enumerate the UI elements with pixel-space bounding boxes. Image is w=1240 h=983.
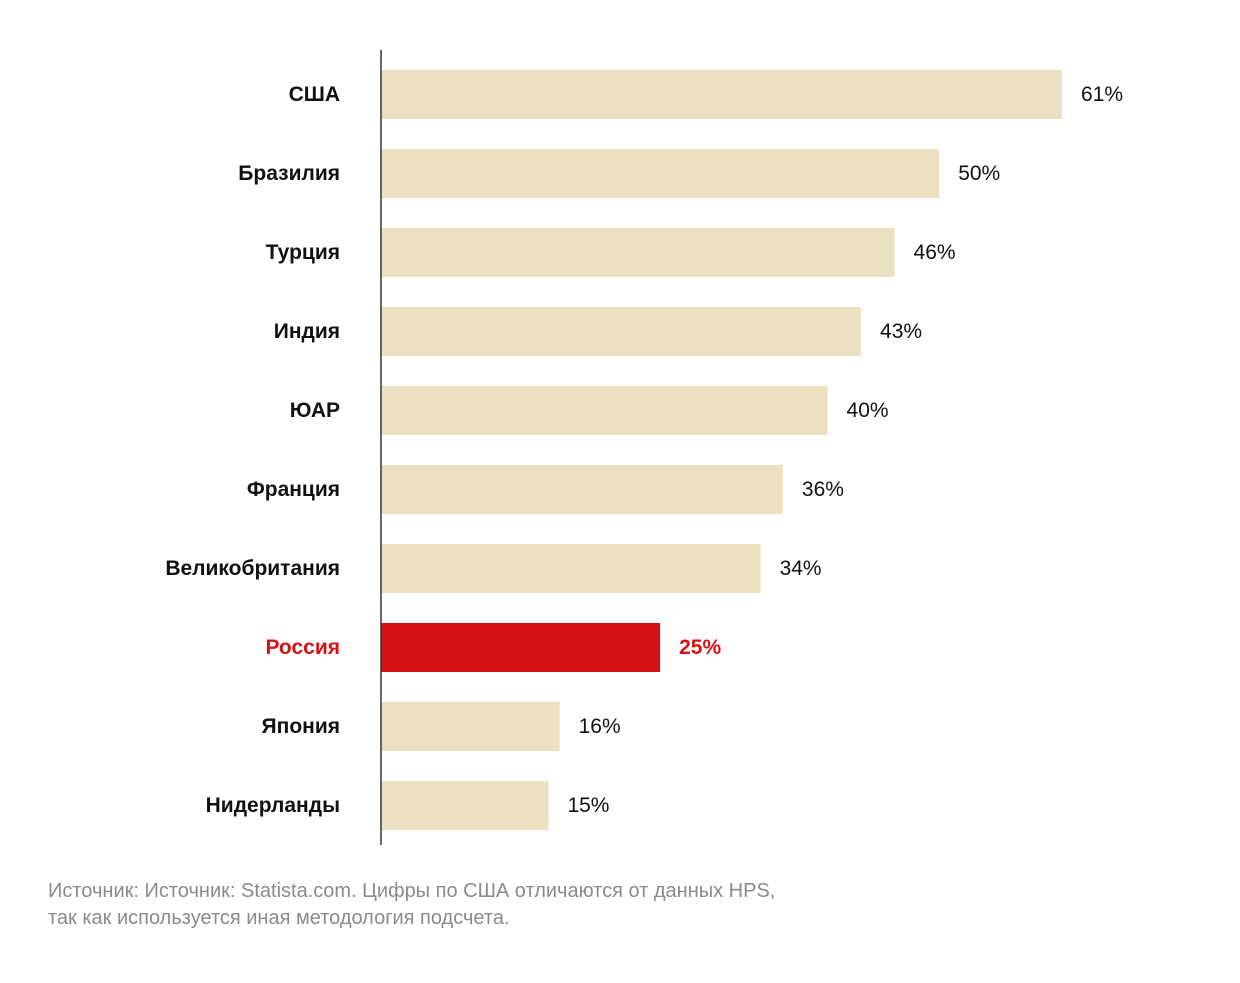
value-label-2: 46% <box>914 241 956 264</box>
bar-1 <box>381 149 940 198</box>
value-label-4: 40% <box>847 399 889 422</box>
source-note: Источник: Источник: Statista.com. Цифры … <box>48 878 1148 932</box>
bar-chart: США Бразилия Турция Индия ЮАР Франция Великобр… <box>165 50 1123 845</box>
category-label-5: Франция <box>247 478 340 501</box>
category-label-0: США <box>289 83 340 106</box>
value-labels-group: 61% 50% 46% 43% 40% 36% 34% 25% 16% 15% <box>567 83 1123 817</box>
value-label-8: 16% <box>579 715 621 738</box>
value-label-3: 43% <box>880 320 922 343</box>
bar-6 <box>381 544 761 593</box>
bar-8 <box>381 702 560 751</box>
category-label-4: ЮАР <box>290 399 340 422</box>
value-label-9: 15% <box>567 794 609 817</box>
bar-3 <box>381 307 862 356</box>
bars-group <box>381 70 1062 830</box>
value-label-1: 50% <box>958 162 1000 185</box>
value-label-6: 34% <box>780 557 822 580</box>
bar-0 <box>381 70 1062 119</box>
value-label-0: 61% <box>1081 83 1123 106</box>
source-line-2: так как используется иная методология по… <box>48 907 510 929</box>
source-line-1: Источник: Источник: Statista.com. Цифры … <box>48 880 776 902</box>
bar-7 <box>381 623 661 672</box>
bar-2 <box>381 228 895 277</box>
bar-5 <box>381 465 783 514</box>
category-label-3: Индия <box>274 320 340 343</box>
bar-4 <box>381 386 828 435</box>
category-label-1: Бразилия <box>238 162 340 185</box>
value-label-5: 36% <box>802 478 844 501</box>
category-labels-group: США Бразилия Турция Индия ЮАР Франция Великобр… <box>165 83 340 817</box>
category-label-7: Россия <box>265 636 340 659</box>
value-label-7: 25% <box>679 636 721 659</box>
category-label-8: Япония <box>262 715 340 738</box>
category-label-9: Нидерланды <box>206 794 340 817</box>
bar-9 <box>381 781 549 830</box>
category-label-6: Великобритания <box>165 557 340 580</box>
category-label-2: Турция <box>266 241 340 264</box>
